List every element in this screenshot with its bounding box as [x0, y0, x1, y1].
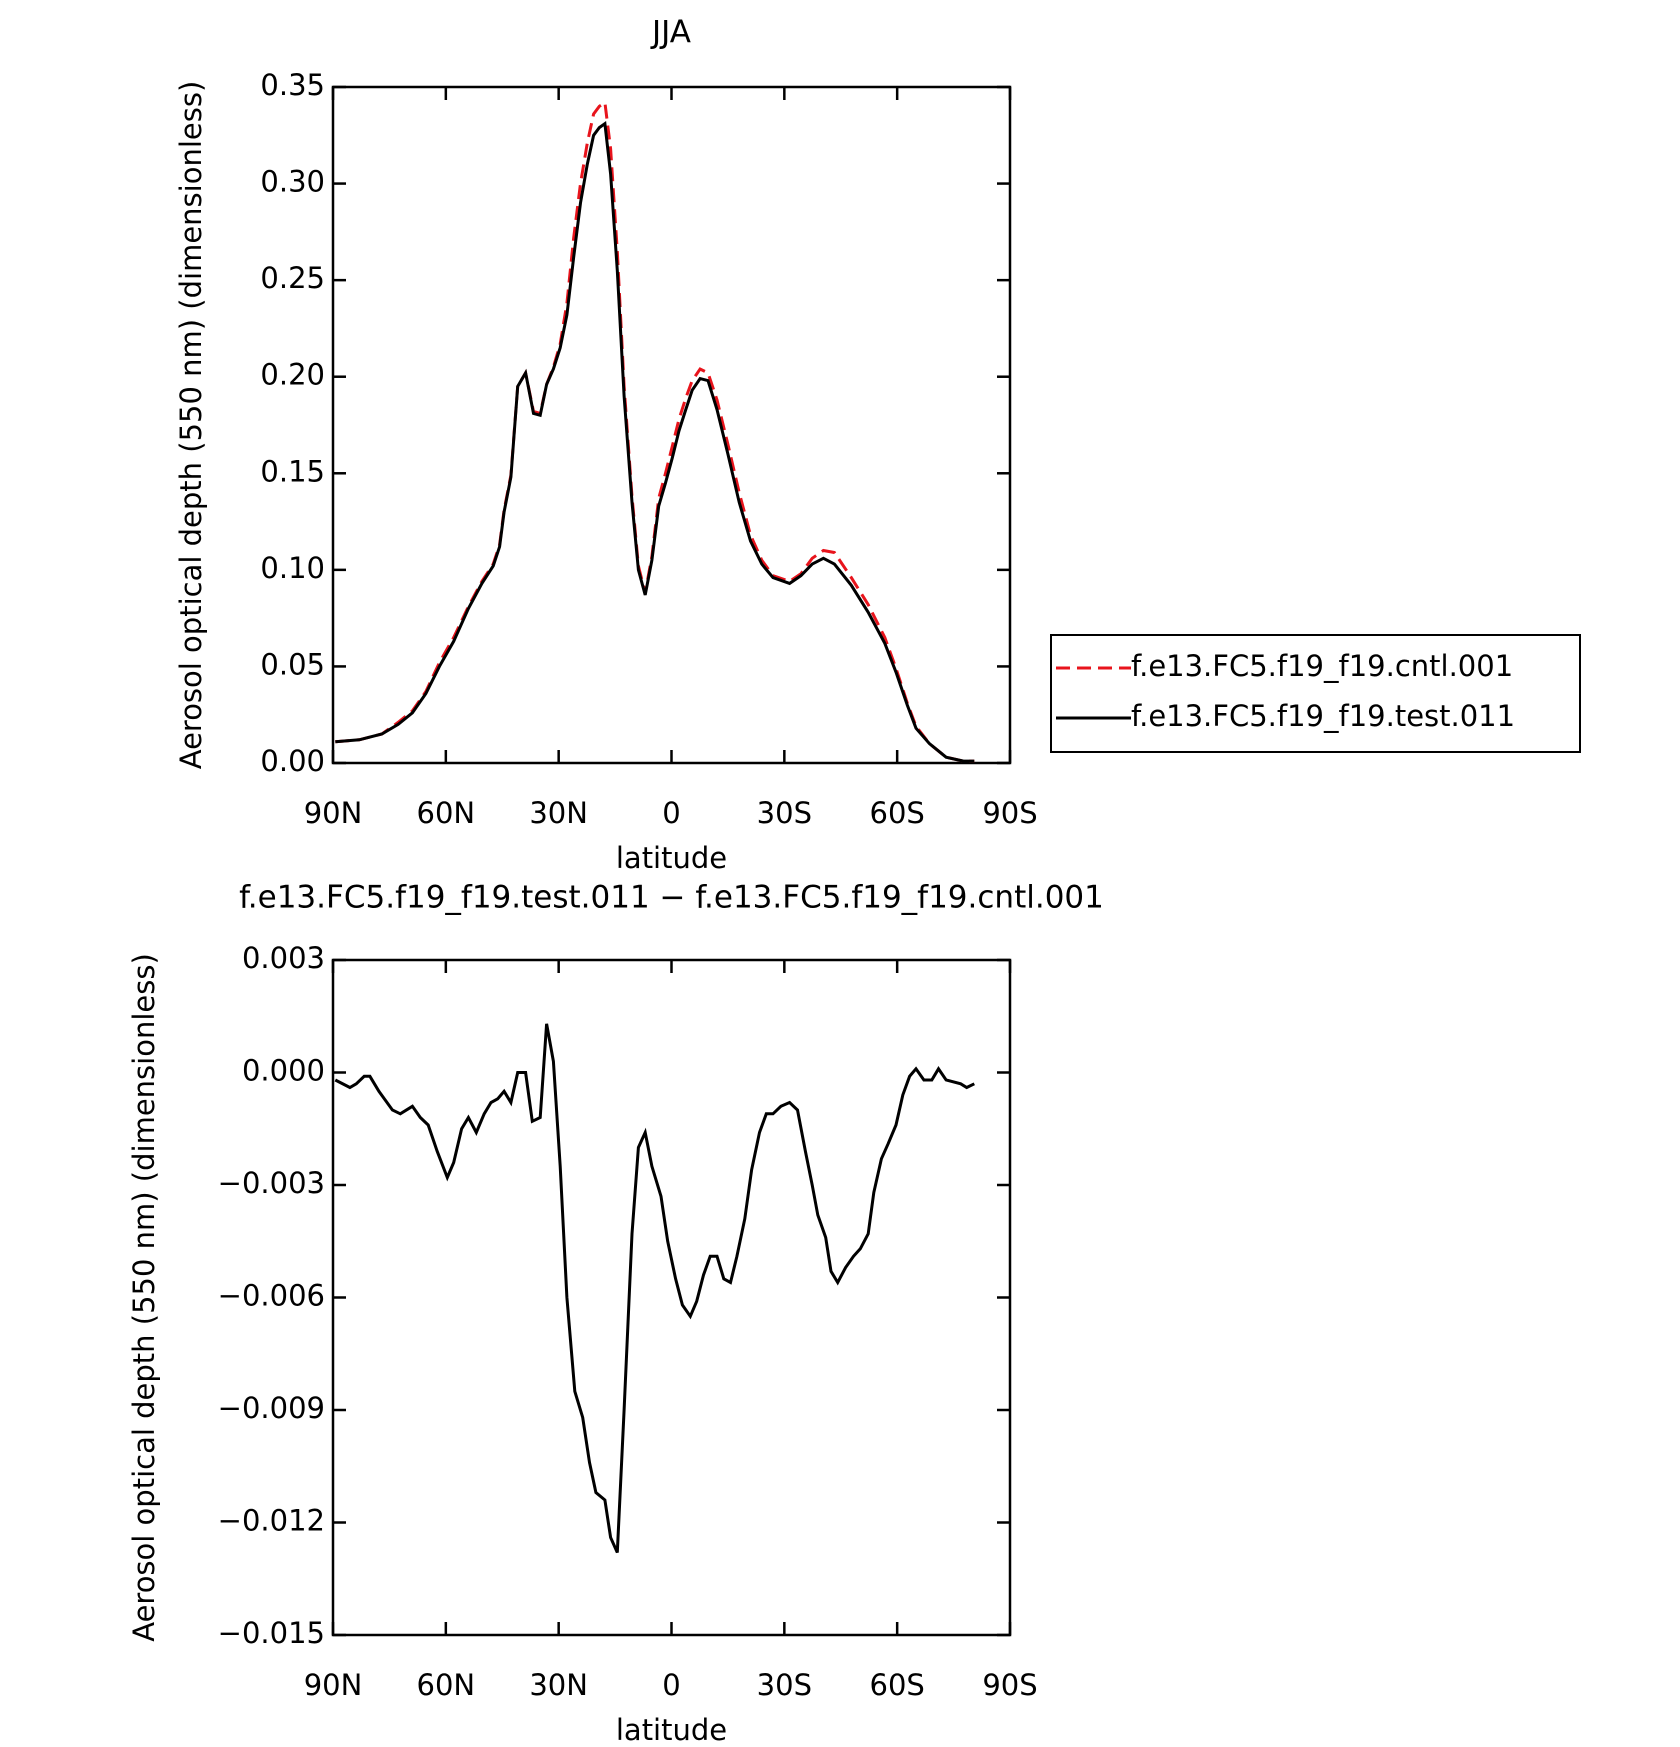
x-tick-label: 30S — [757, 1668, 812, 1702]
y-tick-label: 0.00 — [260, 744, 325, 778]
x-tick-label: 0 — [662, 1668, 680, 1702]
plot-frame — [331, 958, 1012, 1637]
x-tick-label: 0 — [662, 796, 680, 830]
chart-title: f.e13.FC5.f19_f19.test.011 − f.e13.FC5.f… — [239, 880, 1104, 916]
x-tick-label: 30N — [529, 796, 588, 830]
legend-label: f.e13.FC5.f19_f19.test.011 — [1131, 699, 1515, 733]
y-tick-label: 0.30 — [260, 165, 325, 199]
y-tick-label: 0.10 — [260, 551, 325, 585]
plot-frame — [331, 85, 1012, 765]
y-axis-label: Aerosol optical depth (550 nm) (dimensio… — [174, 81, 208, 770]
x-tick-label: 60N — [417, 1668, 476, 1702]
y-tick-label: 0.35 — [260, 68, 325, 102]
y-tick-label: 0.000 — [242, 1054, 325, 1088]
x-tick-label: 60N — [417, 796, 476, 830]
data-line — [335, 121, 975, 763]
x-axis-label: latitude — [616, 1713, 727, 1747]
x-tick-label: 90N — [304, 1668, 363, 1702]
x-tick-label: 90S — [982, 1668, 1037, 1702]
y-tick-label: 0.15 — [260, 454, 325, 488]
x-tick-label: 90N — [304, 796, 363, 830]
x-axis-label: latitude — [616, 841, 727, 875]
x-tick-label: 30N — [529, 1668, 588, 1702]
data-line — [335, 99, 975, 763]
x-tick-label: 60S — [870, 796, 925, 830]
y-tick-label: 0.05 — [260, 647, 325, 681]
x-tick-label: 60S — [870, 1668, 925, 1702]
y-tick-label: −0.012 — [218, 1504, 325, 1538]
y-tick-label: −0.006 — [218, 1279, 325, 1313]
data-line — [334, 1023, 975, 1554]
y-tick-label: −0.009 — [218, 1391, 325, 1425]
x-tick-label: 90S — [982, 796, 1037, 830]
y-axis-label: Aerosol optical depth (550 nm) (dimensio… — [127, 953, 161, 1642]
chart-title: JJA — [650, 15, 691, 51]
y-tick-label: 0.25 — [260, 261, 325, 295]
y-tick-label: 0.003 — [242, 941, 325, 975]
legend-box — [1050, 634, 1581, 753]
y-tick-label: −0.015 — [218, 1616, 325, 1650]
y-tick-label: −0.003 — [218, 1166, 325, 1200]
legend-label: f.e13.FC5.f19_f19.cntl.001 — [1131, 649, 1513, 683]
x-tick-label: 30S — [757, 796, 812, 830]
y-tick-label: 0.20 — [260, 358, 325, 392]
